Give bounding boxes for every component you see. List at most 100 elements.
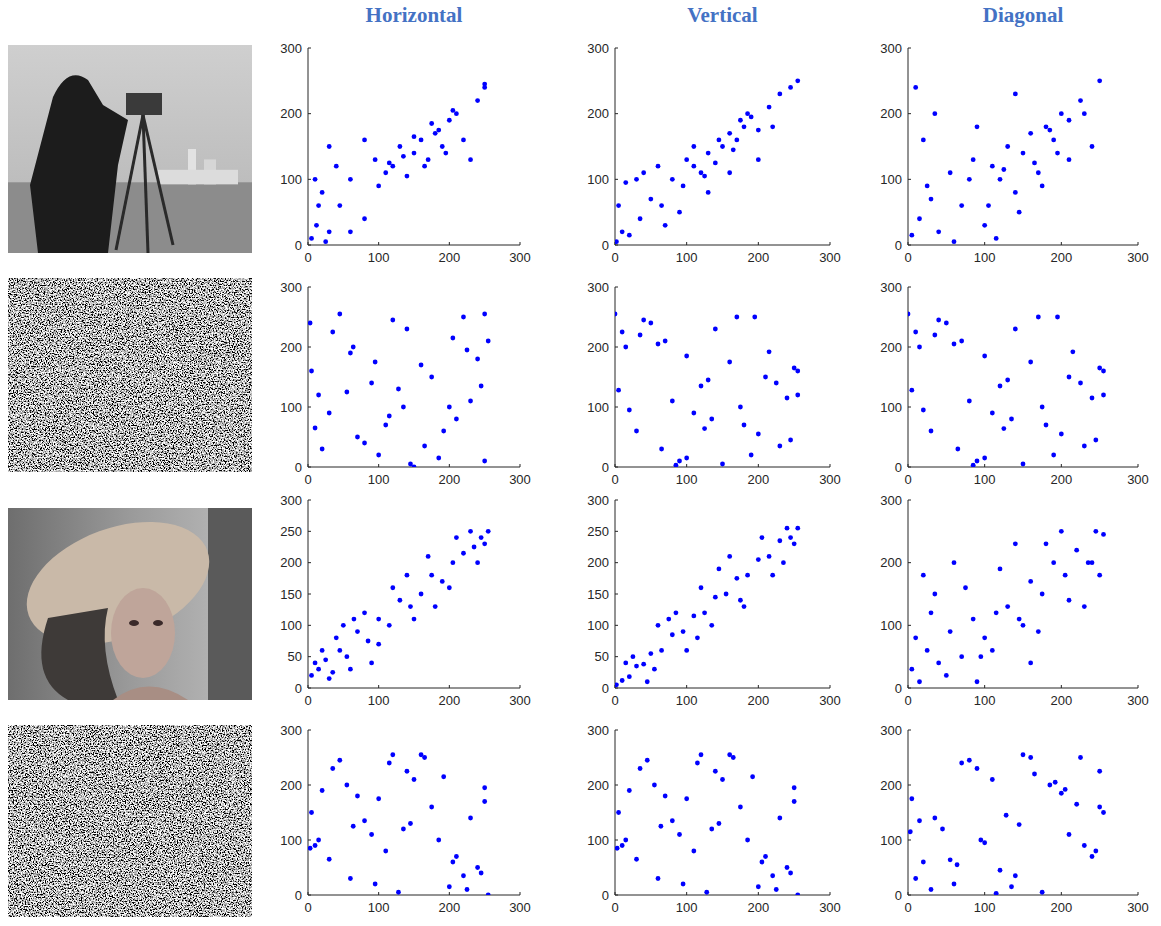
y-tick: [308, 407, 311, 408]
point: [1036, 170, 1041, 175]
point: [670, 818, 675, 823]
point: [486, 893, 491, 895]
y-tick-label: 200: [587, 778, 609, 793]
point: [990, 411, 995, 416]
point: [982, 840, 987, 845]
x-tick-label: 200: [438, 472, 460, 487]
x-axis-line: [615, 467, 830, 468]
point: [944, 673, 949, 678]
y-tick-label: 200: [880, 778, 902, 793]
y-tick: [908, 113, 911, 114]
point: [1013, 327, 1018, 332]
y-tick-label: 300: [280, 723, 302, 738]
point: [1063, 787, 1068, 792]
point: [334, 164, 339, 169]
point: [468, 816, 473, 821]
x-tick: [758, 464, 759, 467]
y-tick: [615, 656, 618, 657]
point: [309, 236, 314, 241]
point: [1044, 423, 1049, 428]
point: [369, 661, 374, 666]
point: [482, 785, 487, 790]
point: [327, 857, 332, 862]
y-tick: [908, 467, 911, 468]
x-tick-label: 300: [509, 693, 531, 708]
y-tick: [308, 656, 311, 657]
y-tick: [308, 179, 311, 180]
point: [742, 124, 747, 129]
point: [1044, 124, 1049, 129]
point: [724, 592, 729, 597]
y-tick-label: 100: [587, 172, 609, 187]
point: [777, 444, 782, 449]
point: [337, 758, 342, 763]
point: [952, 239, 957, 244]
y-tick-label: 200: [587, 340, 609, 355]
point: [1093, 849, 1098, 854]
point: [936, 229, 941, 234]
point: [788, 85, 793, 90]
point: [447, 585, 452, 590]
point: [971, 463, 976, 467]
point: [316, 667, 321, 672]
point: [774, 887, 779, 892]
y-tick: [615, 594, 618, 595]
y-tick-label: 100: [880, 833, 902, 848]
point: [756, 884, 761, 889]
point: [1093, 529, 1098, 534]
point: [1028, 360, 1033, 365]
x-tick-label: 0: [904, 693, 911, 708]
hair: [41, 608, 118, 700]
point: [959, 654, 964, 659]
point: [376, 642, 381, 647]
x-axis-line: [908, 467, 1138, 468]
point: [909, 388, 914, 393]
x-tick-label: 0: [304, 900, 311, 915]
point: [475, 865, 480, 870]
point: [390, 164, 395, 169]
point: [742, 604, 747, 609]
x-tick-label: 300: [1127, 693, 1149, 708]
point: [785, 396, 790, 401]
x-tick-label: 300: [509, 250, 531, 265]
x-tick-label: 300: [509, 900, 531, 915]
point: [309, 369, 314, 374]
point: [623, 345, 628, 350]
scatter-panel: 01002003000100200300: [880, 280, 1149, 488]
y-tick-label: 250: [280, 524, 302, 539]
x-tick: [984, 464, 985, 467]
x-tick-label: 100: [368, 693, 390, 708]
y-tick: [908, 287, 911, 288]
x-tick: [984, 685, 985, 688]
point: [677, 210, 682, 215]
point: [450, 860, 455, 865]
point: [376, 184, 381, 189]
x-tick-label: 100: [974, 900, 996, 915]
x-tick: [758, 892, 759, 895]
point: [429, 805, 434, 810]
point: [440, 579, 445, 584]
y-tick-label: 0: [295, 681, 302, 696]
point: [1067, 157, 1072, 162]
x-tick-label: 100: [974, 250, 996, 265]
point: [1059, 111, 1064, 116]
x-axis-line: [308, 688, 520, 689]
point: [405, 573, 410, 578]
point: [616, 388, 621, 393]
point: [674, 610, 679, 615]
point: [792, 541, 797, 546]
point: [777, 92, 782, 97]
point: [1021, 151, 1026, 156]
x-tick: [830, 685, 831, 688]
point: [1082, 843, 1087, 848]
point: [795, 526, 800, 531]
point: [362, 610, 367, 615]
point: [479, 384, 484, 389]
point: [1040, 592, 1045, 597]
point: [320, 648, 325, 653]
point: [681, 184, 686, 189]
point: [971, 157, 976, 162]
point: [443, 151, 448, 156]
point: [929, 429, 934, 434]
point: [691, 849, 696, 854]
